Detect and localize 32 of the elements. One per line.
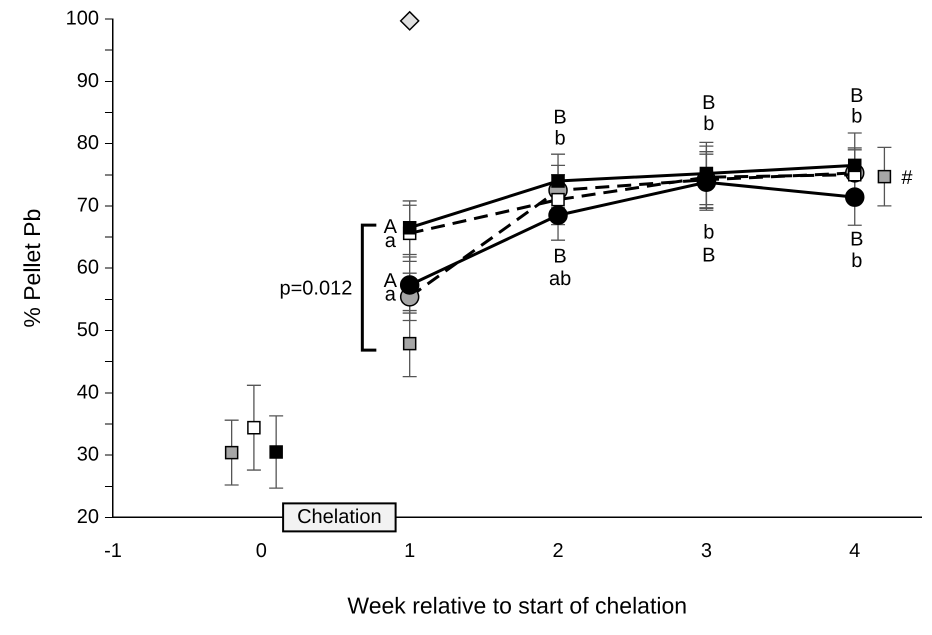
annotation: b (703, 221, 714, 244)
x-tick-label: 2 (552, 540, 564, 562)
annotation: Chelation (297, 506, 382, 528)
annotation: b (851, 250, 862, 272)
y-tick-label: 50 (76, 319, 99, 342)
y-tick-label: 100 (66, 8, 99, 30)
annotation: b (554, 128, 566, 150)
y-tick-label: 20 (76, 506, 99, 528)
x-tick-label: 1 (404, 540, 416, 562)
x-tick-label: 3 (700, 540, 712, 562)
y-tick-label: 60 (76, 256, 99, 279)
annotation: B (850, 228, 864, 250)
annotation: # (901, 167, 914, 190)
x-tick-label: 4 (849, 540, 860, 562)
y-tick-label: 40 (76, 381, 99, 404)
y-axis-title: % Pellet Pb (19, 208, 46, 328)
annotation: p=0.012 (279, 278, 352, 300)
y-tick-label: 90 (76, 70, 99, 92)
x-tick-label: 0 (256, 540, 267, 562)
x-tick-label: -1 (104, 540, 122, 562)
annotation: ab (548, 268, 572, 290)
annotation: B (553, 106, 567, 129)
annotation: B (702, 92, 716, 114)
annotation: B (850, 84, 864, 107)
annotation: b (703, 113, 714, 136)
annotation: B (553, 245, 567, 268)
y-tick-label: 30 (76, 444, 99, 466)
y-tick-label: 80 (76, 132, 99, 154)
annotation: b (851, 106, 862, 128)
y-tick-label: 70 (76, 194, 99, 216)
x-axis-title: Week relative to start of chelation (347, 592, 688, 619)
annotation: B (702, 244, 716, 266)
